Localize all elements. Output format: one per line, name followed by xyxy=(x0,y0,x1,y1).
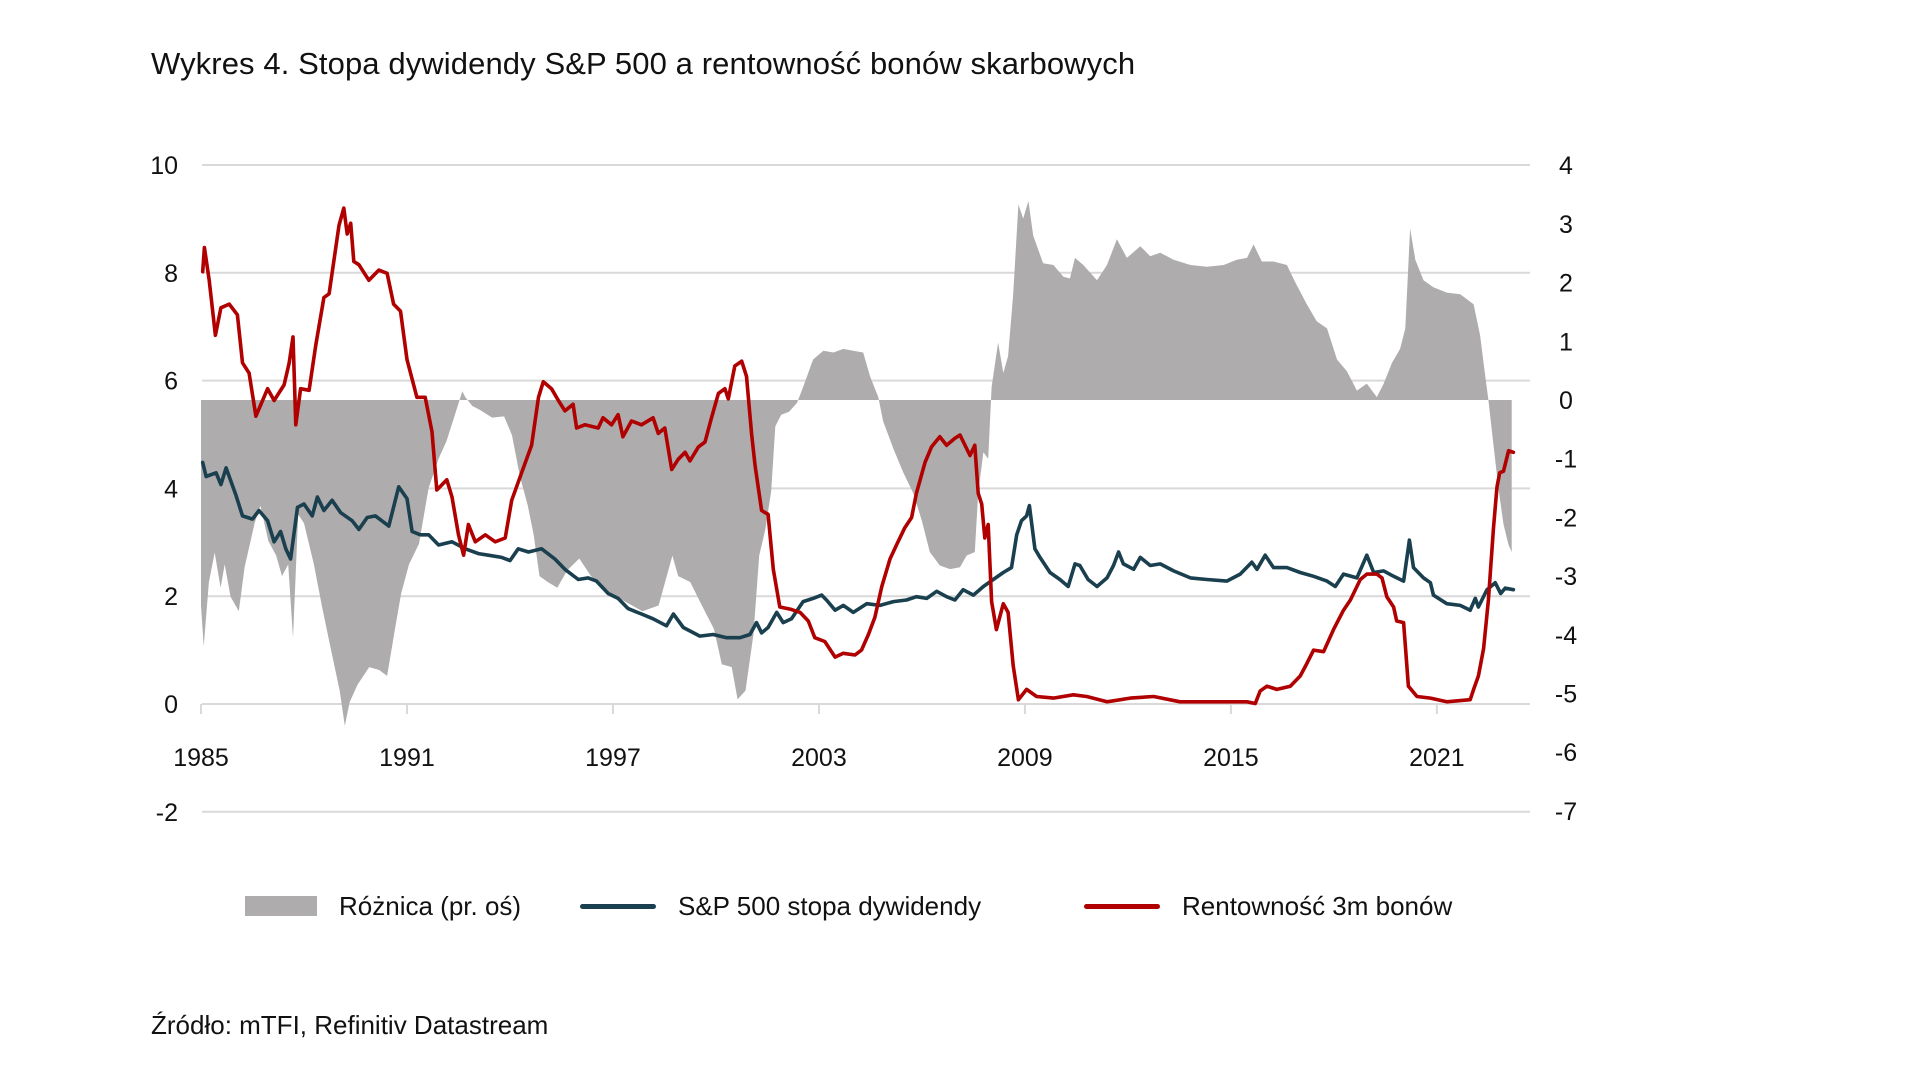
legend-swatch-diff xyxy=(245,896,317,916)
legend-label-tbill: Rentowność 3m bonów xyxy=(1182,890,1453,921)
y-right-tick-label: -7 xyxy=(1555,798,1577,826)
legend-swatch-dividend xyxy=(580,903,656,909)
legend-item-dividend: S&P 500 stopa dywidendy xyxy=(580,886,981,926)
legend-swatch-tbill xyxy=(1084,903,1160,909)
y-left-tick-label: 4 xyxy=(164,475,178,503)
y-right-tick-label: 2 xyxy=(1559,270,1573,298)
x-tick-label: 2015 xyxy=(1203,744,1259,772)
x-tick-label: 1997 xyxy=(585,744,641,772)
series-area-diff xyxy=(201,201,1512,726)
x-tick-label: 2009 xyxy=(997,744,1053,772)
y-right-tick-label: -4 xyxy=(1555,622,1577,650)
x-tick-label: 1991 xyxy=(379,744,435,772)
y-right-tick-label: 1 xyxy=(1559,328,1573,356)
series-line-dividend xyxy=(200,460,1516,640)
y-right-tick-label: 0 xyxy=(1559,387,1573,415)
x-tick-label: 2003 xyxy=(791,744,847,772)
y-right-tick-label: 4 xyxy=(1559,152,1573,180)
legend-item-tbill: Rentowność 3m bonów xyxy=(1084,886,1452,926)
y-right-tick-label: 3 xyxy=(1559,211,1573,239)
y-right-tick-label: -3 xyxy=(1555,563,1577,591)
x-tick-label: 1985 xyxy=(173,744,229,772)
legend-label-diff: Różnica (pr. oś) xyxy=(339,890,522,921)
y-left-tick-label: 10 xyxy=(150,152,178,180)
y-left-tick-label: 6 xyxy=(164,368,178,396)
y-right-tick-label: -5 xyxy=(1555,681,1577,709)
y-right-tick-label: -6 xyxy=(1555,739,1577,767)
lines-layer xyxy=(200,206,1516,706)
y-right-tick-label: -1 xyxy=(1555,446,1577,474)
legend-label-dividend: S&P 500 stopa dywidendy xyxy=(678,890,982,921)
y-right-tick-label: -2 xyxy=(1555,504,1577,532)
legend-item-diff: Różnica (pr. oś) xyxy=(245,886,521,926)
series-line-tbill xyxy=(200,206,1516,706)
x-tick-label: 2021 xyxy=(1409,744,1465,772)
legend: Różnica (pr. oś) S&P 500 stopa dywidendy… xyxy=(0,886,1920,926)
y-left-tick-label: 2 xyxy=(164,583,178,611)
y-left-tick-label: -2 xyxy=(156,799,178,827)
diff-area-layer xyxy=(201,201,1512,726)
chart-title: Wykres 4. Stopa dywidendy S&P 500 a rent… xyxy=(151,46,1136,81)
source-note: Źródło: mTFI, Refinitiv Datastream xyxy=(151,1010,549,1040)
y-left-tick-label: 0 xyxy=(164,691,178,719)
y-left-tick-label: 8 xyxy=(164,260,178,288)
